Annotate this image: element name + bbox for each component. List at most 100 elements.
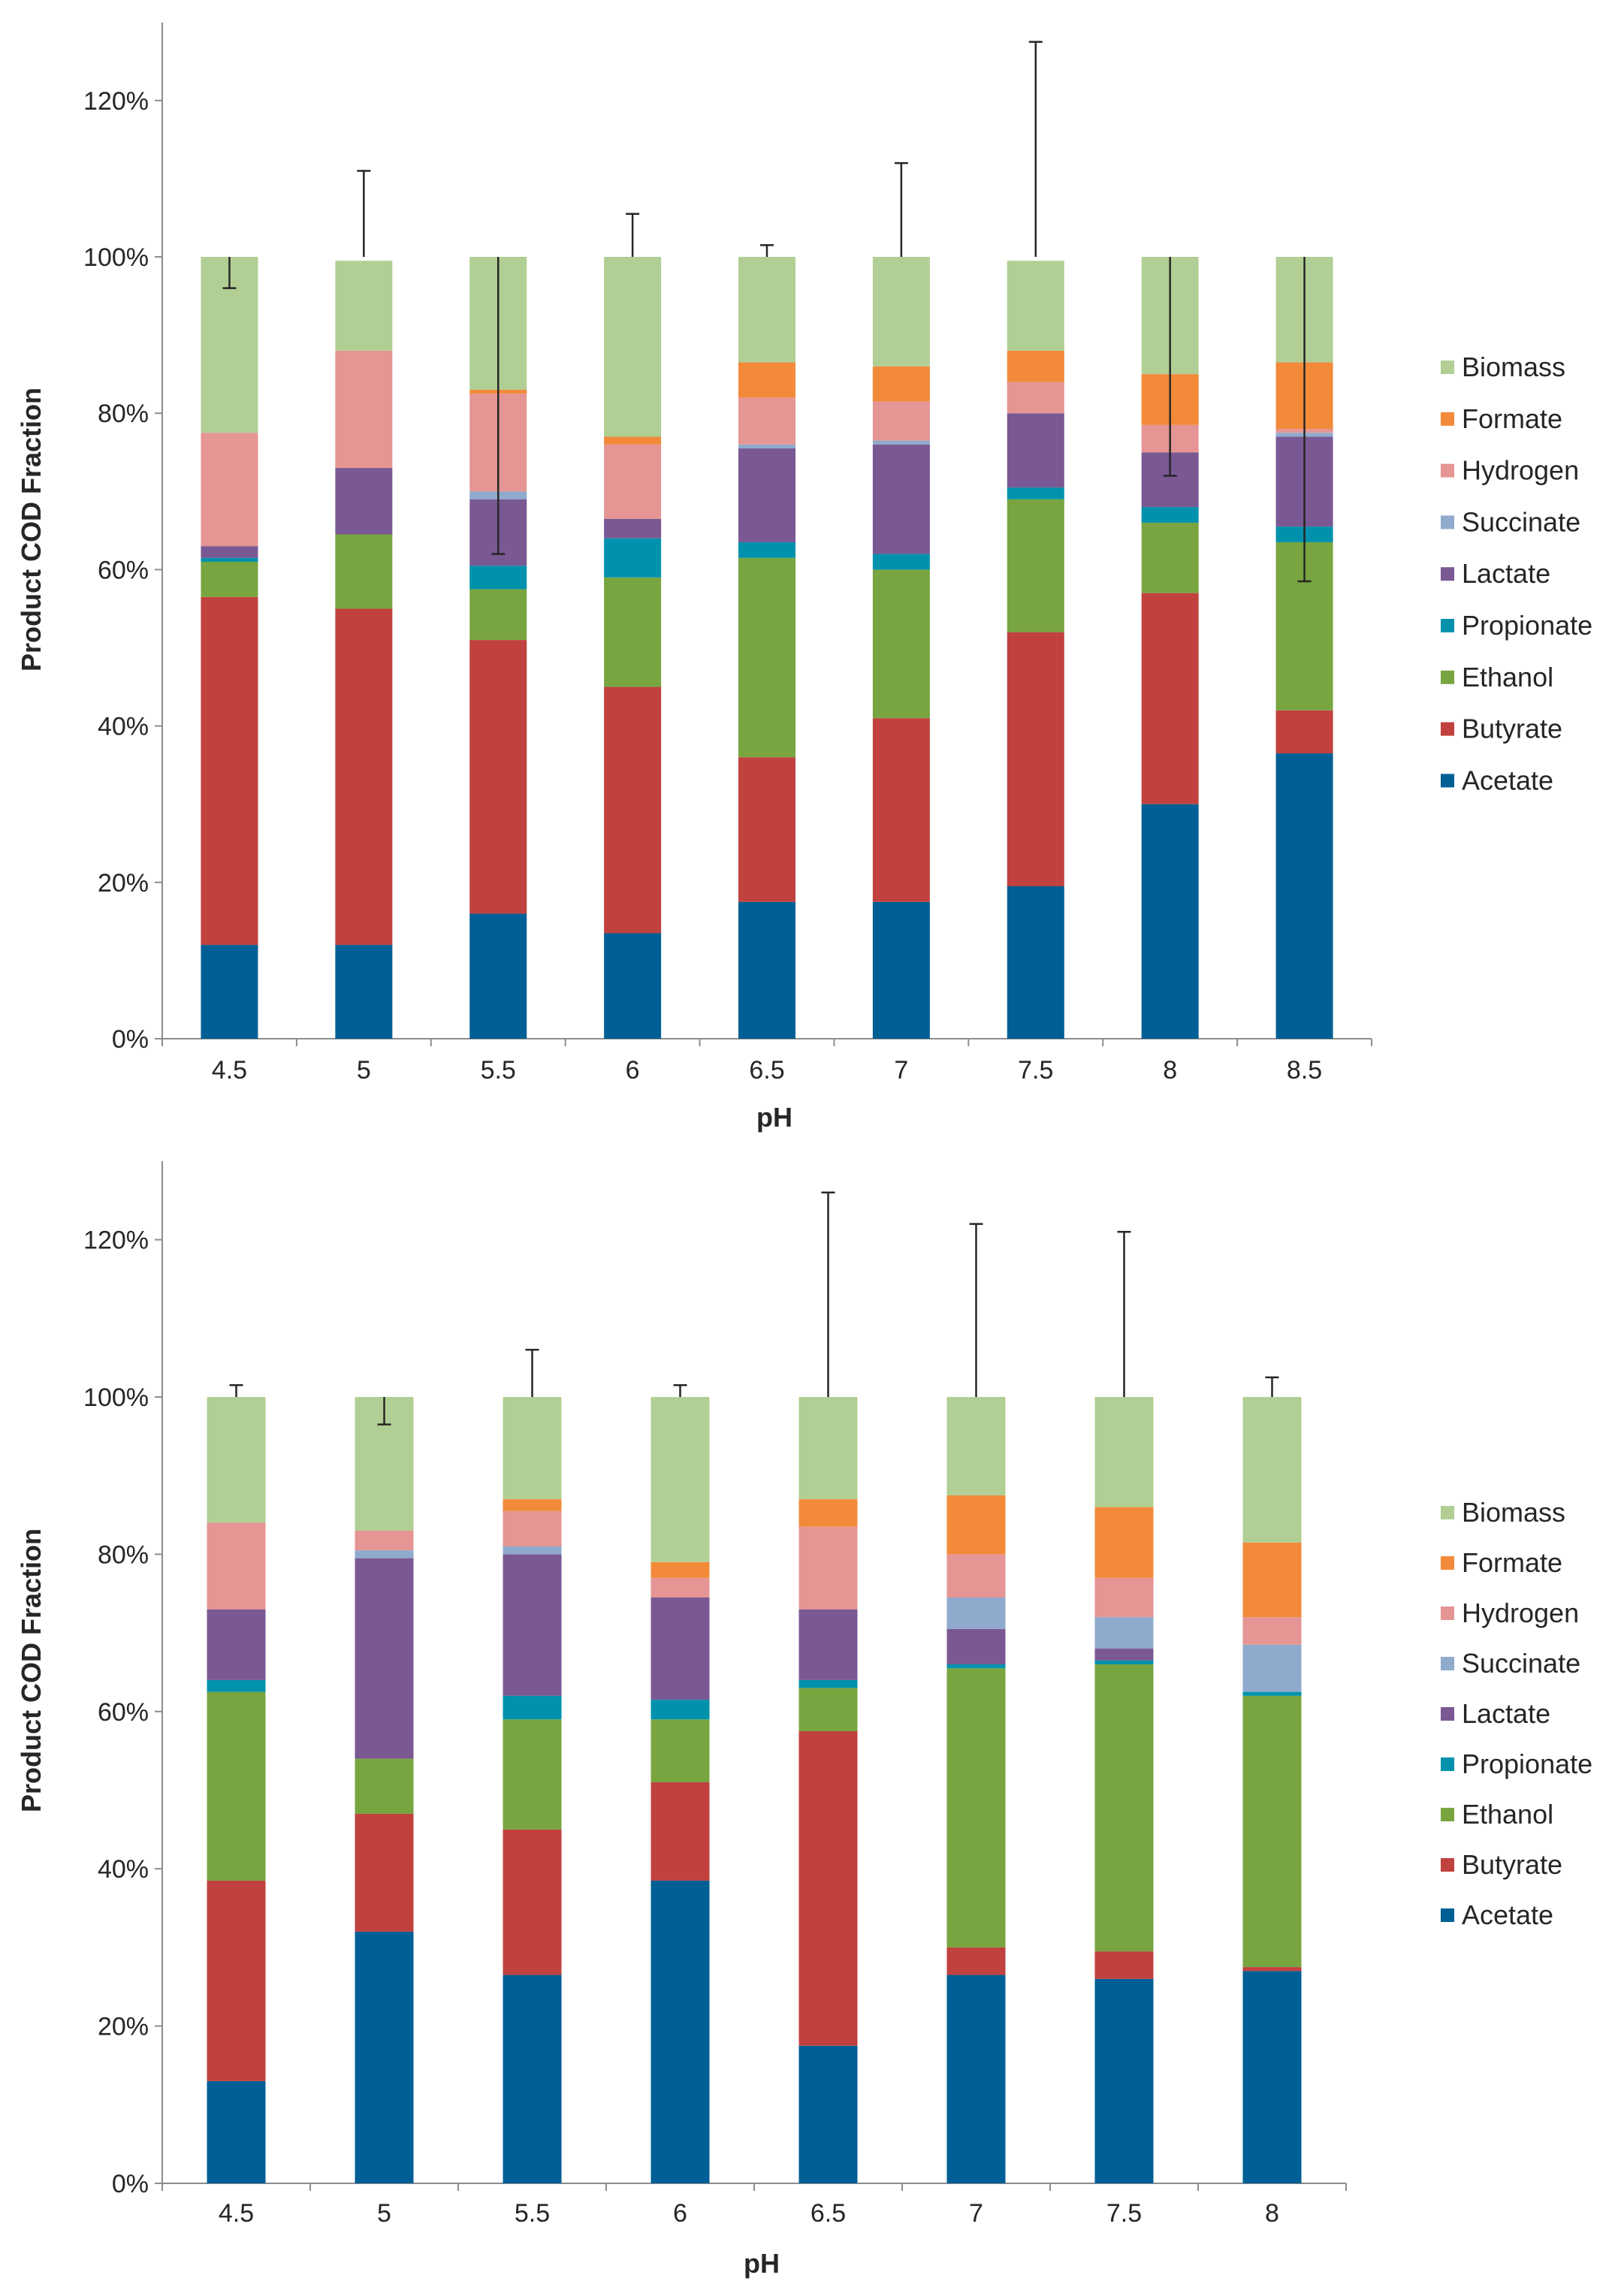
bar-lactate-5 xyxy=(355,1558,414,1759)
legend-swatch-butyrate xyxy=(1441,1858,1454,1872)
x-tick-label: 5.5 xyxy=(481,1056,516,1085)
bar-acetate-7 xyxy=(872,901,930,1039)
x-tick-label: 8.5 xyxy=(1287,1056,1322,1085)
bar-acetate-8 xyxy=(1141,804,1199,1039)
bar-acetate-5 xyxy=(335,945,393,1039)
bar-propionate-7.5 xyxy=(1094,1660,1154,1664)
bar-succinate-6.5 xyxy=(738,444,795,449)
y-tick-label: 120% xyxy=(83,87,149,116)
legend-label-hydrogen: Hydrogen xyxy=(1462,1598,1579,1628)
bar-lactate-6 xyxy=(604,518,662,539)
bar-hydrogen-6.5 xyxy=(798,1526,858,1610)
bar-propionate-7 xyxy=(946,1664,1006,1669)
bar-propionate-6 xyxy=(651,1700,710,1720)
bar-acetate-7.5 xyxy=(1094,1978,1154,2183)
bar-lactate-7.5 xyxy=(1094,1649,1154,1661)
bar-propionate-5.5 xyxy=(469,566,527,590)
bar-butyrate-4.5 xyxy=(201,596,258,946)
bar-ethanol-6.5 xyxy=(738,557,795,758)
bar-lactate-7 xyxy=(946,1628,1006,1664)
bar-lactate-7.5 xyxy=(1007,413,1064,488)
legend-label-succinate: Succinate xyxy=(1462,1648,1580,1679)
x-tick-label: 5.5 xyxy=(515,2199,550,2228)
x-tick-label: 6.5 xyxy=(749,1056,784,1085)
legend-swatch-ethanol xyxy=(1441,1808,1454,1821)
legend-swatch-acetate xyxy=(1441,1908,1454,1922)
legend-label-propionate: Propionate xyxy=(1462,610,1592,641)
legend-swatch-ethanol xyxy=(1441,670,1454,684)
x-tick-label: 5 xyxy=(357,1056,371,1085)
bar-hydrogen-7.5 xyxy=(1007,382,1064,414)
x-tick-label: 7 xyxy=(894,1056,908,1085)
legend-label-butyrate: Butyrate xyxy=(1462,1849,1562,1880)
bar-butyrate-7.5 xyxy=(1007,632,1064,887)
bar-butyrate-5.5 xyxy=(503,1829,562,1975)
bar-hydrogen-5 xyxy=(355,1530,414,1551)
bar-butyrate-8.5 xyxy=(1275,710,1333,754)
bar-biomass-6 xyxy=(651,1397,710,1562)
bar-ethanol-6.5 xyxy=(798,1688,858,1731)
bar-butyrate-6 xyxy=(651,1782,710,1881)
bar-formate-6.5 xyxy=(738,362,795,398)
legend-label-lactate: Lactate xyxy=(1462,558,1550,589)
bar-biomass-7 xyxy=(872,257,930,367)
bar-butyrate-7.5 xyxy=(1094,1951,1154,1979)
bar-succinate-7 xyxy=(946,1597,1006,1629)
x-tick-label: 6 xyxy=(626,1056,640,1085)
bar-ethanol-7 xyxy=(946,1668,1006,1948)
bar-acetate-6 xyxy=(604,933,662,1039)
bar-succinate-7 xyxy=(872,440,930,445)
bar-ethanol-7.5 xyxy=(1094,1664,1154,1952)
bar-propionate-6 xyxy=(604,538,662,578)
bar-lactate-4.5 xyxy=(207,1609,266,1680)
bar-biomass-4.5 xyxy=(207,1397,266,1523)
bar-biomass-7.5 xyxy=(1007,261,1064,351)
bar-butyrate-7 xyxy=(872,718,930,902)
bar-butyrate-8 xyxy=(1141,593,1199,804)
legend-label-biomass: Biomass xyxy=(1462,1497,1565,1528)
legend-label-biomass: Biomass xyxy=(1462,351,1565,382)
bar-propionate-4.5 xyxy=(201,557,258,562)
bar-acetate-6.5 xyxy=(798,2045,858,2183)
bar-ethanol-6 xyxy=(651,1719,710,1783)
bar-butyrate-6 xyxy=(604,686,662,934)
y-tick-label: 60% xyxy=(98,1698,149,1727)
bar-ethanol-7.5 xyxy=(1007,499,1064,632)
y-tick-label: 20% xyxy=(98,869,149,898)
legend-label-acetate: Acetate xyxy=(1462,1899,1553,1930)
bar-hydrogen-6 xyxy=(604,444,662,519)
bar-succinate-8 xyxy=(1242,1644,1302,1692)
legend-label-propionate: Propionate xyxy=(1462,1748,1592,1779)
bar-acetate-5 xyxy=(355,1931,414,2183)
legend-swatch-formate xyxy=(1441,412,1454,426)
bar-biomass-5 xyxy=(335,261,393,351)
bar-biomass-7.5 xyxy=(1094,1397,1154,1507)
x-axis-title: pH xyxy=(756,1102,792,1133)
legend-label-acetate: Acetate xyxy=(1462,765,1553,795)
legend-swatch-succinate xyxy=(1441,1657,1454,1670)
bar-ethanol-5.5 xyxy=(503,1719,562,1830)
y-tick-label: 20% xyxy=(98,2013,149,2041)
bar-ethanol-8 xyxy=(1242,1695,1302,1968)
bar-hydrogen-5.5 xyxy=(503,1510,562,1546)
bar-ethanol-4.5 xyxy=(207,1691,266,1881)
bar-lactate-7 xyxy=(872,444,930,554)
bar-biomass-6.5 xyxy=(798,1397,858,1500)
y-tick-label: 40% xyxy=(98,1855,149,1884)
legend-label-hydrogen: Hydrogen xyxy=(1462,455,1579,486)
legend-swatch-biomass xyxy=(1441,361,1454,374)
bar-propionate-6.5 xyxy=(798,1679,858,1688)
bar-formate-8 xyxy=(1242,1542,1302,1618)
legend-label-butyrate: Butyrate xyxy=(1462,714,1562,744)
bar-lactate-4.5 xyxy=(201,546,258,558)
bar-formate-6 xyxy=(604,436,662,445)
bar-propionate-4.5 xyxy=(207,1679,266,1692)
bar-butyrate-5 xyxy=(355,1813,414,1932)
bar-ethanol-8 xyxy=(1141,522,1199,593)
bar-acetate-7 xyxy=(946,1975,1006,2183)
y-tick-label: 80% xyxy=(98,1540,149,1569)
bar-succinate-5.5 xyxy=(503,1546,562,1555)
bar-succinate-7.5 xyxy=(1094,1617,1154,1649)
bar-butyrate-6.5 xyxy=(738,757,795,902)
